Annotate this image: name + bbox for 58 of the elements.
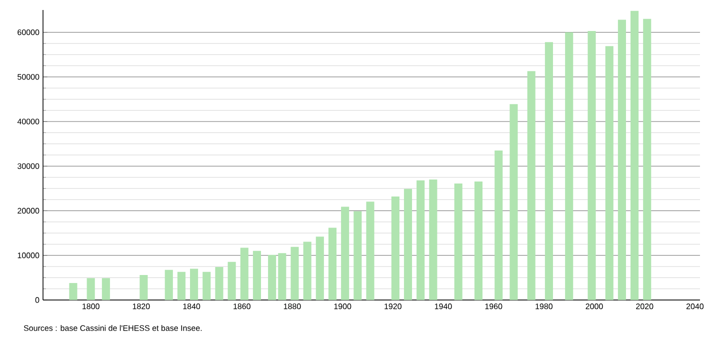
y-tick-label: 10000 — [18, 252, 40, 258]
bar — [341, 206, 350, 300]
bar — [268, 254, 276, 300]
bar — [240, 248, 248, 300]
x-tick-label: 1980 — [536, 304, 553, 310]
bar — [494, 150, 503, 300]
bar — [454, 184, 462, 300]
x-tick-label: 1820 — [132, 304, 150, 310]
bar — [177, 272, 186, 300]
bar — [588, 30, 596, 300]
bar — [354, 211, 362, 300]
y-tick-label: 20000 — [18, 208, 40, 214]
y-tick-label: 50000 — [18, 74, 40, 80]
bar — [429, 180, 438, 300]
bar — [86, 278, 95, 300]
bar — [290, 246, 299, 300]
y-tick-label: 40000 — [17, 118, 40, 124]
bar — [102, 278, 110, 300]
y-tick-label: 60000 — [18, 29, 40, 36]
bar — [510, 104, 518, 300]
bar — [565, 32, 574, 300]
bar — [544, 42, 553, 300]
bar — [164, 270, 173, 300]
x-tick-label: 2000 — [586, 304, 603, 310]
bar — [252, 250, 261, 300]
x-tick-label: 2040 — [686, 304, 704, 310]
bar — [366, 202, 374, 300]
x-tick-label: 1860 — [234, 304, 250, 310]
bar — [404, 188, 412, 300]
x-tick-label: 2020 — [636, 304, 654, 310]
bar — [228, 262, 236, 300]
bar — [190, 268, 198, 300]
bar — [474, 182, 483, 300]
x-tick-label: 1920 — [384, 304, 402, 310]
bar — [140, 275, 148, 300]
x-tick-label: 1960 — [485, 304, 502, 310]
bar — [303, 242, 312, 300]
bar — [215, 266, 224, 300]
bar — [391, 196, 400, 300]
x-tick-label: 1800 — [82, 304, 100, 310]
bar — [643, 18, 652, 300]
bar — [69, 283, 78, 300]
bar — [316, 236, 324, 300]
bar — [328, 228, 337, 300]
bar — [630, 10, 639, 300]
x-tick-label: 1880 — [284, 304, 301, 310]
x-tick-label: 1940 — [434, 304, 452, 310]
y-tick-label: 0 — [35, 297, 40, 303]
source-note: Sources : base Cassini de l'EHESS et base Insee. — [24, 325, 202, 331]
bar — [202, 272, 211, 300]
x-tick-label: 1900 — [334, 304, 352, 310]
x-tick-label: 1840 — [183, 304, 200, 310]
y-tick-label: 30000 — [18, 163, 40, 169]
bar — [527, 71, 536, 300]
bar — [278, 253, 286, 300]
bar — [618, 20, 626, 300]
bar — [605, 46, 614, 300]
bar — [416, 180, 425, 300]
